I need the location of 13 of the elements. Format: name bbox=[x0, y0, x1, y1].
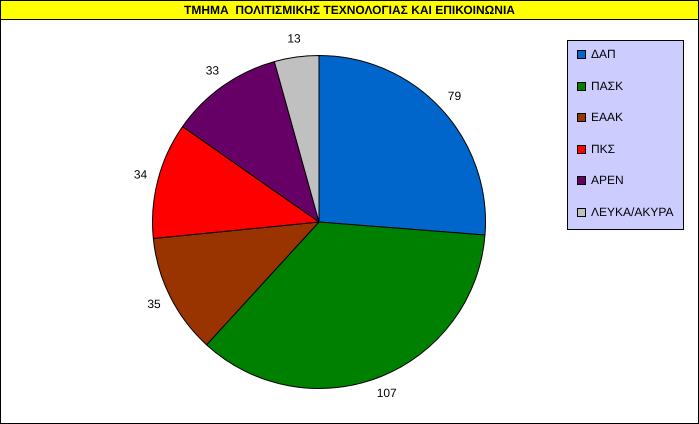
data-label: 79 bbox=[448, 89, 462, 104]
data-label: 33 bbox=[206, 64, 220, 78]
legend-label: ΛΕΥΚΑ/ΑΚΥΡΑ bbox=[591, 204, 674, 218]
legend-label: ΠΑΣΚ bbox=[591, 78, 624, 92]
data-label: 34 bbox=[134, 168, 148, 182]
chart-title: ΤΜΗΜΑ ΠΟΛΙΤΙΣΜΙΚΗΣ ΤΕΧΝΟΛΟΓΙΑΣ ΚΑΙ ΕΠΙΚΟΙΝΩΝΙΑ bbox=[1, 1, 698, 20]
data-label: 107 bbox=[376, 386, 398, 400]
legend-label: ΑΡΕΝ bbox=[591, 173, 624, 187]
data-label: 13 bbox=[287, 32, 302, 46]
legend-label: ΠΚΣ bbox=[591, 142, 616, 156]
legend-label: ΕΑΑΚ bbox=[591, 110, 624, 124]
data-label: 35 bbox=[147, 296, 162, 311]
legend-label: ΔΑΠ bbox=[591, 47, 616, 61]
